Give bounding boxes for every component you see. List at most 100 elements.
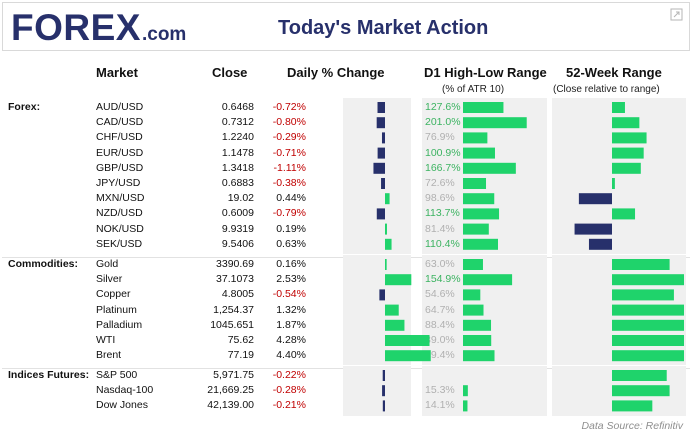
table-row-d1-range: 201.0% bbox=[425, 116, 461, 129]
daily-change-bar bbox=[381, 132, 385, 144]
d1-range-bar bbox=[463, 178, 487, 189]
table-row-close: 75.62 bbox=[227, 334, 254, 346]
col-header-52week: 52-Week Range bbox=[566, 65, 662, 80]
d1-range-bar bbox=[463, 102, 504, 113]
d1-range-bar bbox=[463, 319, 492, 331]
week52-range-bar bbox=[612, 102, 625, 113]
daily-change-bar bbox=[382, 400, 385, 412]
table-row-daily-change: -0.71% bbox=[272, 146, 306, 159]
daily-change-bar bbox=[385, 259, 387, 270]
table-row-daily-change: -0.29% bbox=[272, 131, 306, 144]
table-row-close: 1,254.37 bbox=[213, 303, 254, 316]
table-row-d1-range: 15.3% bbox=[425, 384, 455, 397]
table-row-market: AUD/USD bbox=[96, 101, 144, 113]
table-row-d1-range: 76.9% bbox=[425, 131, 455, 144]
table-row-daily-change: 2.53% bbox=[276, 273, 306, 286]
daily-change-bar bbox=[385, 350, 431, 362]
daily-change-bar bbox=[385, 223, 387, 235]
d1-range-bar bbox=[463, 193, 495, 205]
table-row-close: 1.3418 bbox=[221, 161, 254, 174]
table-row-d1-range: 98.6% bbox=[425, 192, 455, 205]
table-row-daily-change: 4.40% bbox=[276, 349, 306, 362]
table-row-d1-range: 110.4% bbox=[425, 237, 460, 250]
table-row-d1-range: 88.4% bbox=[425, 318, 455, 331]
daily-change-bar bbox=[382, 370, 385, 381]
table-row-market: GBP/USD bbox=[96, 161, 144, 174]
week52-range-bar bbox=[612, 259, 670, 270]
table-row-d1-range: 14.1% bbox=[425, 399, 455, 412]
daily-change-bar bbox=[385, 304, 399, 316]
col-subheader-d1: (% of ATR 10) bbox=[442, 84, 505, 95]
table-row-market: NOK/USD bbox=[96, 222, 144, 235]
panel-bg bbox=[343, 255, 411, 366]
daily-change-bar bbox=[385, 335, 430, 346]
col-header-close: Close bbox=[212, 65, 248, 80]
col-header-daily: Daily % Change bbox=[287, 65, 385, 80]
expand-icon[interactable] bbox=[670, 8, 683, 21]
daily-change-bar bbox=[382, 385, 385, 397]
table-row-close: 1045.651 bbox=[210, 318, 254, 331]
table-row-market: MXN/USD bbox=[96, 192, 145, 205]
table-row-daily-change: 1.87% bbox=[276, 318, 306, 331]
week52-range-bar bbox=[612, 289, 674, 301]
table-row-market: S&P 500 bbox=[96, 369, 138, 381]
group-label: Forex: bbox=[8, 101, 41, 113]
table-row-close: 9.5406 bbox=[221, 237, 254, 250]
daily-change-bar bbox=[381, 178, 385, 189]
table-row-market: CAD/USD bbox=[96, 116, 144, 129]
daily-change-bar bbox=[385, 274, 412, 286]
d1-range-bar bbox=[463, 259, 483, 270]
col-header-d1: D1 High-Low Range bbox=[424, 65, 547, 80]
table-row-d1-range: 64.7% bbox=[425, 303, 455, 316]
daily-change-bar bbox=[385, 238, 392, 250]
panel-bg bbox=[422, 255, 547, 366]
table-row-market: EUR/USD bbox=[96, 146, 144, 159]
table-row-d1-range: 54.6% bbox=[425, 288, 455, 301]
daily-change-bar bbox=[379, 289, 385, 301]
table-row-close: 77.19 bbox=[227, 349, 254, 362]
table-row-close: 3390.69 bbox=[216, 258, 254, 270]
week52-range-bar bbox=[612, 274, 684, 286]
forex-logo[interactable]: FOREX .com bbox=[11, 7, 186, 48]
table-row-close: 4.8005 bbox=[221, 288, 254, 301]
table-row-daily-change: 0.63% bbox=[276, 237, 306, 250]
table-row-market: Platinum bbox=[96, 303, 137, 316]
d1-range-bar bbox=[463, 147, 495, 159]
daily-change-bar bbox=[376, 117, 385, 129]
week52-range-bar bbox=[612, 178, 615, 189]
page-title: Today's Market Action bbox=[278, 17, 489, 39]
table-row-d1-range: 89.0% bbox=[425, 334, 455, 346]
d1-range-bar bbox=[463, 117, 527, 129]
week52-range-bar bbox=[612, 350, 684, 362]
d1-range-bar bbox=[463, 132, 488, 144]
data-source: Data Source: Refinitiv bbox=[581, 420, 683, 432]
week52-range-bar bbox=[612, 370, 667, 381]
table-row-d1-range: 72.6% bbox=[425, 177, 455, 189]
daily-change-bar bbox=[376, 208, 385, 220]
d1-range-bar bbox=[463, 223, 489, 235]
table-row-close: 21,669.25 bbox=[207, 384, 254, 397]
table-row-close: 42,139.00 bbox=[207, 399, 254, 412]
table-row-market: NZD/USD bbox=[96, 207, 143, 220]
table-row-daily-change: 0.16% bbox=[276, 258, 306, 270]
table-row-close: 0.7312 bbox=[221, 116, 254, 129]
table-row-daily-change: -0.79% bbox=[272, 207, 306, 220]
panel-bg bbox=[343, 366, 411, 416]
d1-range-bar bbox=[463, 238, 498, 250]
table-row-market: Nasdaq-100 bbox=[96, 384, 154, 397]
table-row-daily-change: -0.22% bbox=[272, 369, 306, 381]
week52-range-bar bbox=[612, 319, 684, 331]
table-row-close: 0.6009 bbox=[221, 207, 254, 220]
table-row-market: JPY/USD bbox=[96, 177, 141, 189]
table-row-daily-change: 0.19% bbox=[276, 222, 306, 235]
col-header-market: Market bbox=[96, 65, 138, 80]
table-row-d1-range: 81.4% bbox=[425, 222, 455, 235]
d1-range-bar bbox=[463, 274, 513, 286]
table-row-close: 5,971.75 bbox=[213, 369, 254, 381]
d1-range-bar bbox=[463, 304, 484, 316]
table-row-market: CHF/USD bbox=[96, 131, 143, 144]
table-row-close: 37.1073 bbox=[216, 273, 254, 286]
d1-range-bar bbox=[463, 208, 500, 220]
week52-range-bar bbox=[574, 223, 612, 235]
